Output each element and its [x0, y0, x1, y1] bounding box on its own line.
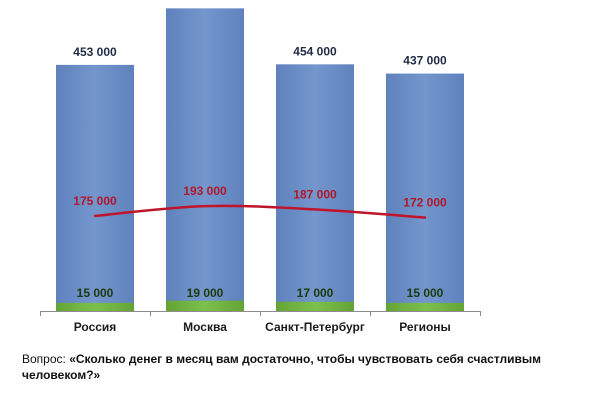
bar-value-label-1: 557 000: [183, 0, 227, 2]
base-bar-0: [56, 302, 134, 311]
base-value-label-1: 19 000: [187, 286, 224, 300]
category-label-0: Россия: [74, 320, 117, 334]
bar-1: [166, 8, 244, 311]
line-value-label-0: 175 000: [73, 194, 117, 208]
labels-layer: 453 000 175 000 15 000 Россия 557 000 193 000…: [73, 0, 450, 334]
base-value-label-2: 17 000: [297, 286, 334, 300]
bar-chart: 453 000 175 000 15 000 Россия 557 000 193 000…: [40, 0, 481, 334]
base-bar-3: [386, 302, 464, 311]
base-series-layer: [56, 300, 464, 311]
bar-0: [56, 64, 134, 312]
category-label-1: Москва: [183, 320, 227, 334]
bar-3: [386, 73, 464, 312]
question-caption: Вопрос: «Сколько денег в месяц вам доста…: [22, 351, 582, 383]
bar-value-label-2: 454 000: [293, 44, 337, 58]
question-prefix: Вопрос:: [22, 352, 70, 366]
line-series-layer: [93, 204, 427, 219]
line-value-label-2: 187 000: [293, 187, 337, 201]
line-value-label-3: 172 000: [403, 196, 447, 210]
question-text: «Сколько денег в месяц вам достаточно, ч…: [22, 352, 542, 382]
base-bar-1: [166, 300, 244, 311]
line-value-label-1: 193 000: [183, 184, 227, 198]
base-value-label-3: 15 000: [407, 286, 444, 300]
bar-value-label-0: 453 000: [73, 45, 117, 59]
bar-value-label-3: 437 000: [403, 54, 447, 68]
category-label-2: Санкт-Петербург: [265, 320, 365, 334]
x-axis: [40, 311, 481, 316]
bar-2: [276, 64, 354, 312]
base-value-label-0: 15 000: [77, 286, 114, 300]
category-label-3: Регионы: [399, 320, 451, 334]
base-bar-2: [276, 301, 354, 311]
bars-layer: [56, 8, 464, 312]
line-series-path: [93, 204, 427, 219]
